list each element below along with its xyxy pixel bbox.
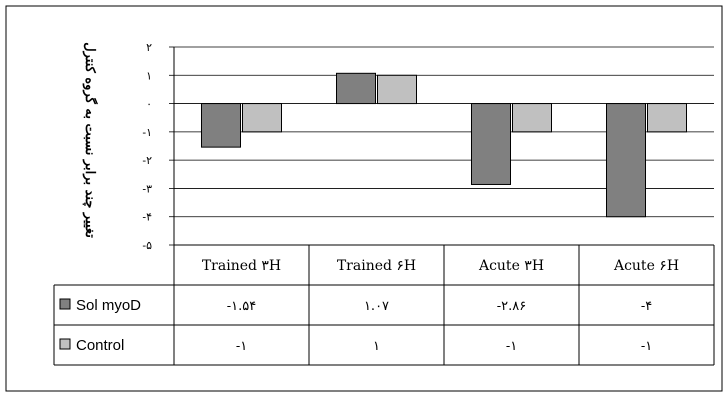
y-tick-label: -۱ [142,126,152,139]
data-label: -۱ [236,339,247,354]
data-label: -۴ [641,299,652,314]
data-label: -۲.۸۶ [497,299,526,314]
y-tick-label: -۴ [142,211,152,224]
bar [471,103,511,185]
legend-swatch [59,298,71,310]
chart-frame [5,5,723,392]
bar [201,103,241,148]
x-category-label: Trained ۳H [202,258,281,274]
y-tick-label: ۰ [146,98,152,111]
data-label: ۱.۰۷ [364,299,389,314]
x-category-label: Acute ۶H [613,258,679,274]
legend-label: Control [76,337,124,354]
y-tick-label: ۲ [146,41,152,54]
y-tick-label: -۲ [142,154,152,167]
bar [647,103,687,133]
bar [512,103,552,133]
y-tick-label: ۱ [146,69,152,82]
y-tick-label: -۳ [142,182,152,195]
data-label: -۱.۵۴ [227,299,256,314]
bar [336,72,376,105]
x-category-label: Acute ۳H [478,258,544,274]
bar [606,103,646,218]
y-tick-label: -۵ [142,239,152,252]
data-label: ۱ [373,339,380,354]
x-category-label: Trained ۶H [337,258,416,274]
data-label: -۱ [506,339,517,354]
data-label: -۱ [641,339,652,354]
legend-swatch [59,338,71,350]
bar [242,103,282,133]
legend-label: Sol myoD [76,297,141,314]
y-axis-title: تغییر چند برابر نسبت به گروه کنترل [82,42,99,238]
bar [377,74,417,105]
